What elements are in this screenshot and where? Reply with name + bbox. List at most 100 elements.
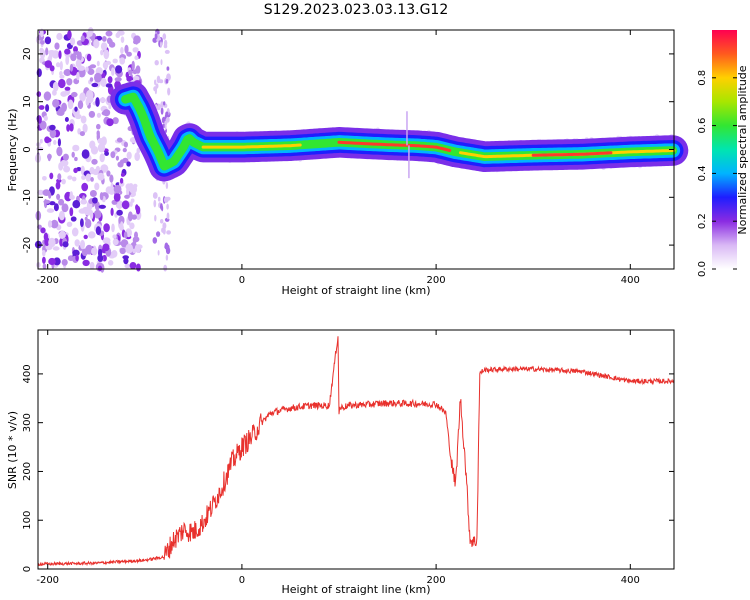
- spectrogram-noise-blob: [58, 50, 62, 60]
- spectrogram-noise-blob: [76, 71, 80, 81]
- spectrogram-noise-blob: [67, 175, 73, 180]
- spectrogram-noise-blob: [91, 82, 99, 88]
- spectrogram-noise-blob: [101, 111, 109, 116]
- spectrogram-noise-blob: [135, 204, 139, 211]
- spectrogram-noise-blob: [153, 199, 157, 208]
- spectrogram-noise-blob: [112, 234, 117, 239]
- spectrogram-noise-blob: [164, 49, 170, 54]
- spectrogram-noise-blob: [66, 221, 73, 227]
- spectrogram-noise-blob: [115, 155, 119, 161]
- spectrogram-noise-blob: [63, 165, 71, 173]
- spectrogram-noise-blob: [39, 47, 44, 53]
- spectrogram-noise-blob: [100, 77, 107, 87]
- spectrogram-noise-blob: [72, 200, 81, 209]
- spectrogram-noise-blob: [76, 51, 81, 60]
- spectrogram-noise-blob: [122, 147, 127, 153]
- snr-series-line: [38, 336, 675, 567]
- spectrogram-noise-blob: [97, 254, 104, 262]
- spectrogram-noise-blob: [79, 92, 86, 102]
- spectrogram-noise-blob: [115, 65, 123, 74]
- spectrogram-noise-blob: [120, 172, 125, 177]
- spectrogram-noise-blob: [85, 173, 92, 182]
- snr-y-tick-label: 200: [22, 462, 33, 481]
- spectrogram-x-tick-label: 0: [239, 275, 245, 286]
- spectrogram-noise-blob: [118, 215, 125, 225]
- figure-title: S129.2023.023.03.13.G12: [264, 2, 449, 18]
- spectrogram-noise-blob: [110, 151, 116, 159]
- spectrogram-noise-blob: [136, 263, 141, 272]
- spectrogram-noise-blob: [154, 60, 159, 66]
- spectrogram-noise-blob: [57, 138, 62, 147]
- spectrogram-panel: -20 -10 0 10 20 -200 0 200 400 Height of straig…: [6, 27, 689, 297]
- spectrogram-noise-blob: [36, 91, 42, 97]
- spectrogram-noise-blob: [160, 107, 164, 115]
- spectrogram-noise-blob: [111, 250, 118, 258]
- spectrogram-noise-blob: [80, 239, 85, 250]
- spectrogram-noise-blob: [124, 256, 128, 262]
- spectrogram-noise-blob: [85, 66, 89, 73]
- spectrogram-noise-blob: [59, 60, 63, 71]
- spectrogram-noise-blob: [38, 105, 45, 110]
- spectrogram-noise-blob: [102, 243, 110, 252]
- spectrogram-noise-blob: [80, 115, 87, 124]
- spectrogram-y-label: Frequency (Hz): [6, 109, 19, 192]
- spectrogram-noise-blob: [83, 234, 88, 240]
- spectrogram-noise-blob: [40, 40, 45, 45]
- spectrogram-noise-blob: [118, 181, 125, 187]
- colorbar-gradient: [712, 30, 737, 269]
- spectrogram-noise-blob: [132, 237, 137, 245]
- spectrogram-noise-blob: [80, 218, 84, 228]
- spectrogram-noise-blob: [61, 178, 66, 185]
- spectrogram-noise-blob: [106, 170, 111, 177]
- spectrogram-noise-blob: [165, 254, 169, 261]
- spectrogram-noise-blob: [166, 66, 170, 71]
- spectrogram-noise-blob: [125, 243, 134, 254]
- spectrogram-noise-blob: [62, 153, 69, 161]
- colorbar-label: Normalized spectral amplitude: [736, 65, 749, 234]
- spectrogram-y-tick-label: -20: [22, 237, 33, 253]
- spectrogram-line-core: [531, 151, 613, 157]
- spectrogram-noise-blob: [107, 76, 113, 84]
- spectrogram-noise-blob: [43, 91, 52, 101]
- spectrogram-noise-blob: [49, 172, 54, 180]
- spectrogram-noise-blob: [36, 68, 42, 77]
- spectrogram-noise-blob: [58, 198, 65, 206]
- spectrogram-noise-blob: [164, 244, 170, 250]
- spectrogram-noise-blob: [73, 167, 78, 174]
- spectrogram-noise-blob: [108, 104, 112, 110]
- spectrogram-noise-blob: [42, 189, 51, 197]
- spectrogram-noise-blob: [60, 159, 69, 167]
- spectrogram-noise-blob: [110, 207, 114, 216]
- spectrogram-x-tick-label: 400: [621, 275, 640, 286]
- spectrogram-noise-blob: [55, 62, 61, 68]
- spectrogram-y-tick-label: 0: [22, 146, 33, 152]
- snr-x-tick-label: -200: [36, 575, 59, 586]
- spectrogram-noise-blob: [44, 237, 50, 247]
- spectrogram-noise-blob: [64, 86, 71, 91]
- spectrogram-noise-blob: [80, 199, 88, 205]
- colorbar-tick-label: 0.6: [697, 118, 708, 134]
- spectrogram-y-ticks: -20 -10 0 10 20: [22, 48, 674, 253]
- spectrogram-noise-blob: [59, 71, 63, 76]
- spectrogram-noise-blob: [56, 146, 63, 157]
- spectrogram-noise-blob: [132, 69, 138, 75]
- spectrogram-noise-blob: [116, 209, 123, 216]
- spectrogram-noise-blob: [89, 77, 94, 82]
- snr-y-tick-label: 400: [22, 364, 33, 383]
- spectrogram-noise-blob: [97, 172, 105, 181]
- spectrogram-noise-blob: [63, 68, 72, 77]
- spectrogram-noise-blob: [165, 196, 171, 201]
- spectrogram-noise-blob: [55, 181, 61, 190]
- spectrogram-noise-blob: [88, 199, 94, 204]
- snr-y-label: SNR (10 * v/v): [6, 411, 19, 489]
- spectrogram-noise-blob: [88, 231, 96, 239]
- spectrogram-noise-blob: [42, 263, 47, 269]
- spectrogram-line-core: [201, 143, 302, 149]
- spectrogram-noise-blob: [114, 77, 122, 82]
- spectrogram-noise-blob: [61, 259, 68, 266]
- spectrogram-frame: [37, 29, 675, 270]
- spectrogram-noise-blob: [112, 58, 118, 64]
- spectrogram-noise-blob: [39, 120, 47, 130]
- spectrogram-noise-blob: [124, 44, 129, 54]
